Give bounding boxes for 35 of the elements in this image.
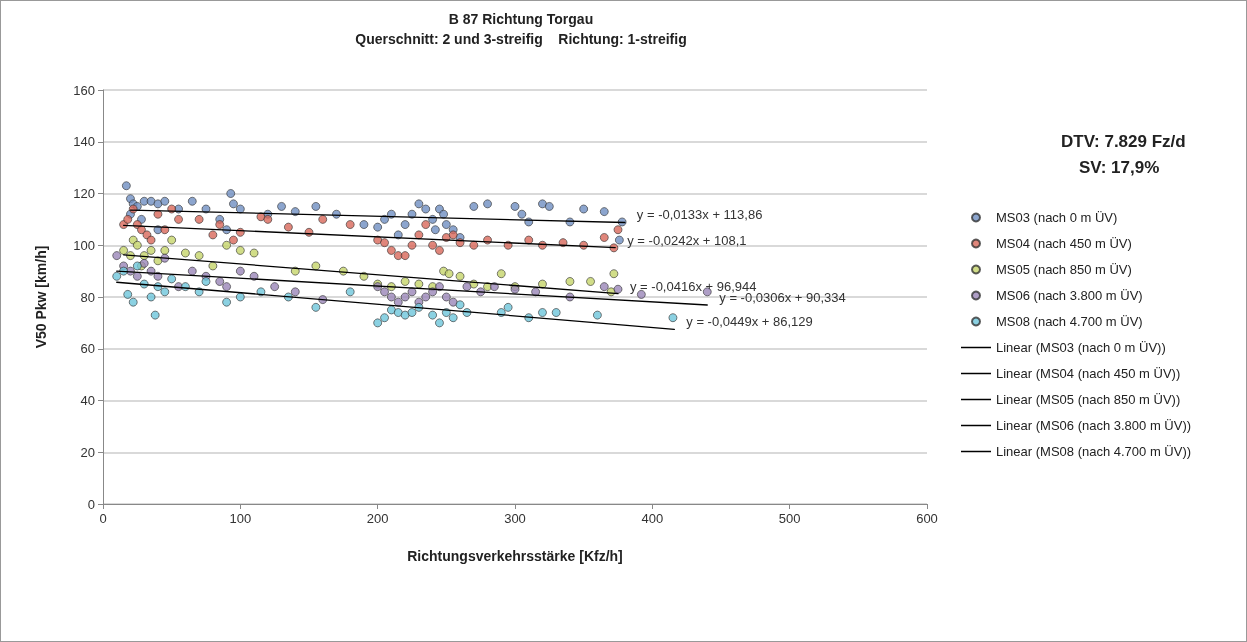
x-tick-label: 200: [366, 511, 389, 526]
legend-label: MS06 (nach 3.800 m ÜV): [996, 288, 1143, 303]
x-tick-label: 300: [504, 511, 526, 526]
annotation: y = -0,0449x + 86,129: [686, 314, 813, 330]
x-tick-label: 400: [641, 511, 664, 526]
chart-title: B 87 Richtung Torgau: [448, 11, 594, 27]
y-tick-label: 120: [73, 186, 95, 201]
legend-label: MS05 (nach 850 m ÜV): [996, 262, 1132, 277]
x-tick-label: 600: [916, 511, 938, 526]
chart-subtitle: Querschnitt: 2 und 3-streifig Richtung: 1-streifig: [355, 31, 687, 47]
annotation: y = -0,0242x + 108,1: [627, 232, 747, 248]
x-tick-label: 0: [99, 511, 107, 526]
legend-label: MS08 (nach 4.700 m ÜV): [996, 314, 1143, 329]
y-tick-label: 40: [80, 393, 95, 408]
y-tick-label: 80: [80, 289, 95, 305]
x-tick-label: 500: [778, 511, 801, 526]
legend-label: MS03 (nach 0 m ÜV): [996, 210, 1118, 225]
y-axis-title: V50 Pkw [km/h]: [33, 245, 49, 349]
y-tick-label: 160: [73, 82, 95, 98]
y-tick-label: 0: [87, 496, 95, 512]
y-tick-label: 20: [80, 444, 95, 460]
y-tick-label: 100: [73, 237, 95, 253]
y-tick-label: 60: [80, 341, 95, 357]
text: DTV: 7.829 Fz/d: [1061, 132, 1186, 151]
legend-label: Linear (MS08 (nach 4.700 m ÜV)): [996, 444, 1192, 459]
legend-label: Linear (MS04 (nach 450 m ÜV)): [996, 366, 1181, 381]
text: SV: 17,9%: [1079, 158, 1160, 177]
annotation: y = -0,0133x + 113,86: [636, 207, 763, 223]
legend-label: MS04 (nach 450 m ÜV): [996, 236, 1132, 251]
legend-label: Linear (MS05 (nach 850 m ÜV)): [996, 392, 1181, 407]
legend-label: Linear (MS06 (nach 3.800 m ÜV)): [996, 418, 1192, 433]
legend-label: Linear (MS03 (nach 0 m ÜV)): [996, 340, 1166, 355]
x-axis-title: Richtungsverkehrsstärke [Kfz/h]: [407, 548, 623, 564]
x-tick-label: 100: [229, 511, 252, 526]
y-tick-label: 140: [73, 134, 95, 150]
